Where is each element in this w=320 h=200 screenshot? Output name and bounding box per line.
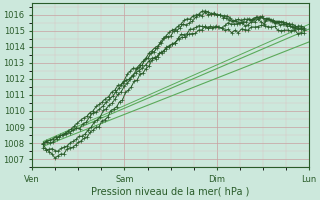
- X-axis label: Pression niveau de la mer( hPa ): Pression niveau de la mer( hPa ): [92, 187, 250, 197]
